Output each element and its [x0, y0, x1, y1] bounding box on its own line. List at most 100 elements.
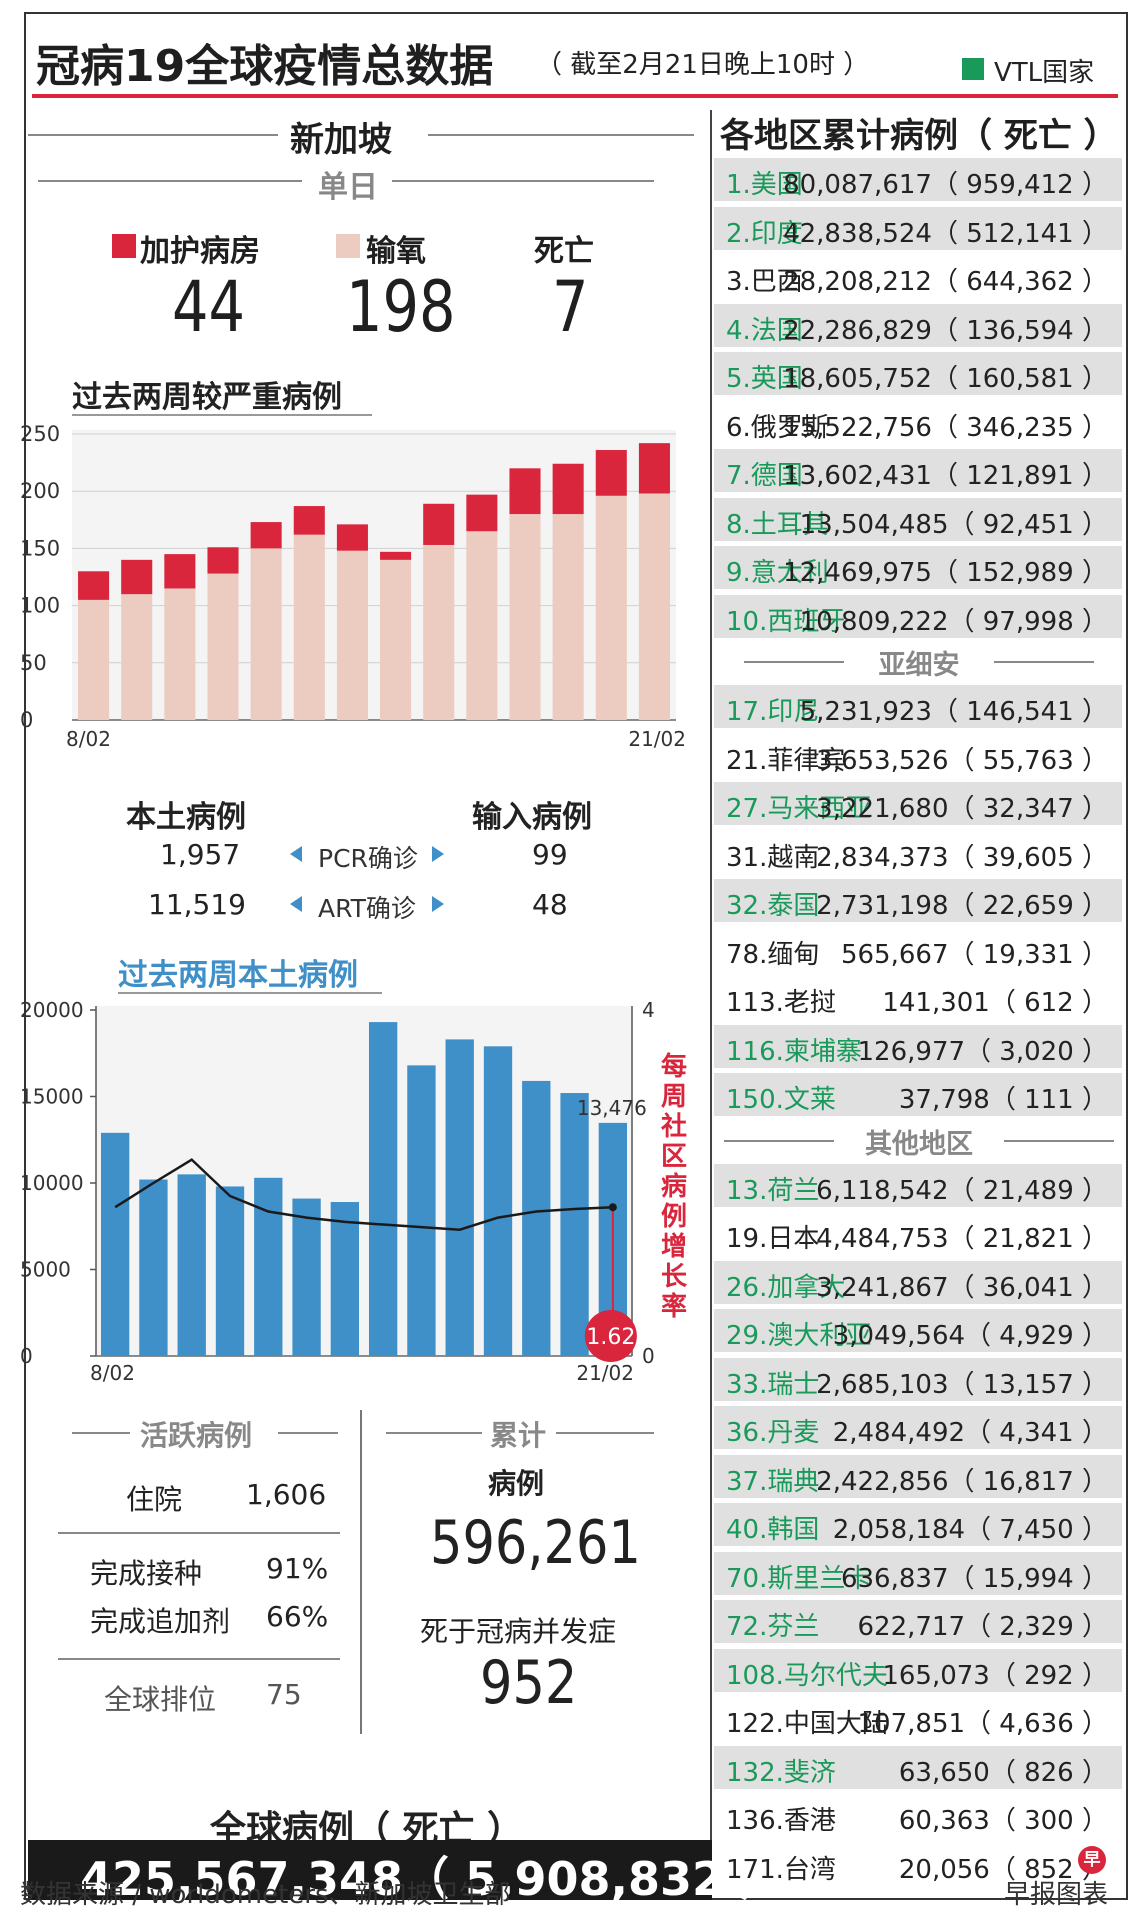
y-tick-label: 0 — [20, 708, 33, 732]
vaccinated-value: 91% — [266, 1552, 329, 1585]
chart-title-underline — [72, 414, 372, 416]
growth-rate-axis-label: 每周社区病例增长率 — [660, 1052, 687, 1322]
x-tick-label: 21/02 — [628, 727, 686, 751]
icu-value: 44 — [172, 266, 246, 348]
divider — [278, 1432, 338, 1434]
cumulative-deaths-label: 死于冠病并发症 — [420, 1615, 617, 1648]
region-value: 4,484,753（ 21,821 ） — [816, 1224, 1108, 1254]
region-value: 18,605,752（ 160,581 ） — [783, 364, 1108, 394]
hospital-label: 住院 — [126, 1483, 183, 1516]
divider — [386, 1432, 482, 1434]
region-row: 1.美国 80,087,617（ 959,412 ） — [714, 158, 1122, 201]
y-tick-label: 100 — [20, 594, 60, 618]
y-tick-label: 10000 — [20, 1171, 84, 1195]
y-tick-label: 200 — [20, 479, 60, 503]
oxygen-bar — [509, 514, 541, 720]
region-value: 12,469,975（ 152,989 ） — [783, 558, 1108, 588]
region-value: 107,851（ 4,636 ） — [857, 1709, 1108, 1739]
global-banner — [28, 1840, 712, 1900]
region-name: 70.斯里兰卡 — [726, 1564, 872, 1594]
region-name: 150.文莱 — [726, 1085, 836, 1115]
region-name: 26.加拿大 — [726, 1273, 846, 1303]
region-value: 2,422,856（ 16,817 ） — [816, 1467, 1108, 1497]
region-name: 9.意大利 — [726, 558, 829, 588]
region-value: 6,118,542（ 21,489 ） — [816, 1176, 1108, 1206]
region-name: 122.中国大陆 — [726, 1709, 888, 1739]
region-name: 113.老挝 — [726, 988, 836, 1018]
region-value: 13,504,485（ 92,451 ） — [799, 510, 1108, 540]
vaccinated-label: 完成接种 — [90, 1557, 203, 1590]
oxygen-bar — [121, 594, 153, 720]
x-tick-label: 21/02 — [576, 1361, 634, 1384]
divider — [58, 1658, 340, 1660]
region-row: 9.意大利 12,469,975（ 152,989 ） — [714, 546, 1122, 589]
arrow-right-icon — [432, 896, 444, 912]
local-cases-bar — [522, 1080, 551, 1356]
arrow-left-icon — [290, 896, 302, 912]
region-name: 132.斐济 — [726, 1758, 836, 1788]
region-value: 10,809,222（ 97,998 ） — [799, 607, 1108, 637]
region-name: 2.印度 — [726, 219, 803, 249]
y2-tick-label: 4 — [642, 998, 655, 1022]
local-cases-bar — [483, 1046, 513, 1356]
region-name: 33.瑞士 — [726, 1370, 820, 1400]
region-name: 1.美国 — [726, 170, 803, 200]
oxygen-bar — [336, 550, 368, 720]
growth-rate-value: 1.62 — [586, 1325, 635, 1350]
region-name: 4.法国 — [726, 316, 803, 346]
icu-bar — [78, 571, 110, 600]
plot-area — [96, 1006, 632, 1356]
local-cases-bar — [292, 1198, 321, 1356]
local-cases-bar — [330, 1202, 360, 1356]
region-name: 108.马尔代夫 — [726, 1661, 888, 1691]
region-value: 2,834,373（ 39,605 ） — [816, 843, 1108, 873]
region-row: 132.斐济 63,650（ 826 ） — [714, 1746, 1122, 1789]
y-tick-label: 50 — [20, 651, 47, 675]
imported-cases-heading: 输入病例 — [472, 800, 592, 835]
global-value: 425,567,348（ 5,908,832 ） — [80, 1852, 787, 1906]
local-cases-bar — [100, 1132, 130, 1356]
region-name: 13.荷兰 — [726, 1176, 820, 1206]
divider — [392, 180, 654, 182]
region-value: 3,221,680（ 32,347 ） — [816, 794, 1108, 824]
region-row: 116.柬埔寨 126,977（ 3,020 ） — [714, 1025, 1122, 1068]
divider — [72, 1432, 130, 1434]
icu-bar — [423, 503, 455, 545]
y-tick-label: 150 — [20, 536, 60, 560]
region-row: 31.越南 2,834,373（ 39,605 ） — [714, 831, 1122, 874]
local-cases-bar — [445, 1039, 474, 1356]
region-value: 37,798（ 111 ） — [898, 1085, 1108, 1115]
region-name: 171.台湾 — [726, 1855, 836, 1885]
region-value: 63,650（ 826 ） — [898, 1758, 1108, 1788]
region-name: 36.丹麦 — [726, 1418, 820, 1448]
region-value: 28,208,212（ 644,362 ） — [783, 267, 1108, 297]
region-name: 7.德国 — [726, 461, 803, 491]
region-value: 3,653,526（ 55,763 ） — [816, 746, 1108, 776]
local-cases-heading: 本土病例 — [126, 800, 246, 835]
region-row: 32.泰国 2,731,198（ 22,659 ） — [714, 879, 1122, 922]
region-row: 108.马尔代夫 165,073（ 292 ） — [714, 1649, 1122, 1692]
icu-bar — [250, 522, 282, 549]
data-date: （ 截至2月21日晚上10时 ） — [536, 50, 870, 80]
region-group-heading: 其他地区 — [724, 1120, 1114, 1160]
region-row: 17.印尼 5,231,923（ 146,541 ） — [714, 685, 1122, 728]
oxygen-swatch — [336, 234, 360, 258]
severe-chart-title: 过去两周较严重病例 — [72, 380, 342, 415]
divider — [428, 134, 694, 136]
local-cases-bar — [407, 1065, 436, 1356]
region-row: 6.俄罗斯 15,522,756（ 346,235 ） — [714, 401, 1122, 444]
region-row: 8.土耳其 13,504,485（ 92,451 ） — [714, 498, 1122, 541]
region-group-label: 其他地区 — [855, 1129, 983, 1160]
local-cases-bar — [177, 1174, 206, 1356]
growth-rate-line — [114, 1158, 613, 1231]
region-name: 27.马来西亚 — [726, 794, 872, 824]
icu-bar — [207, 547, 239, 574]
growth-rate-point — [608, 1203, 617, 1212]
region-name: 32.泰国 — [726, 891, 820, 921]
region-row: 171.台湾 20,056（ 852 ） — [714, 1843, 1122, 1886]
region-row: 10.西班牙 10,809,222（ 97,998 ） — [714, 595, 1122, 638]
imported-pcr-value: 99 — [532, 838, 568, 871]
divider — [28, 134, 278, 136]
oxygen-bar — [638, 493, 670, 720]
oxygen-bar — [466, 531, 498, 720]
